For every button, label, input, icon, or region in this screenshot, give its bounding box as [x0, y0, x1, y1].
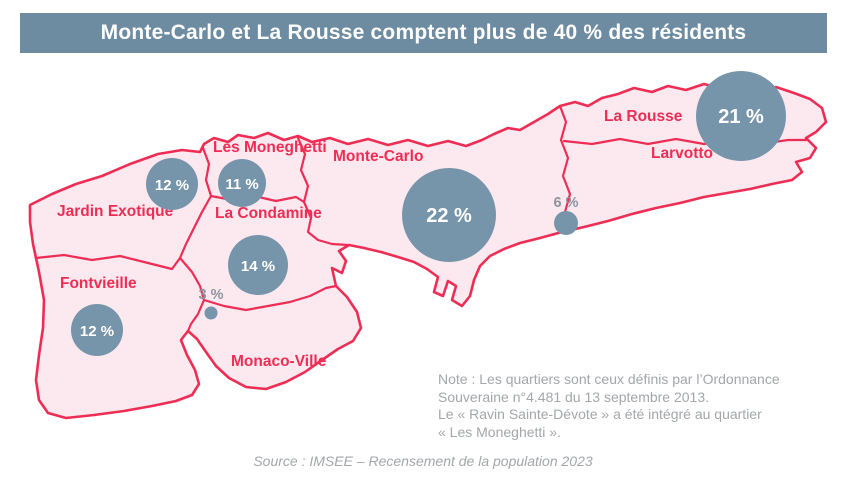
bubble-value-les-moneghetti: 11 %	[225, 176, 258, 193]
note-line: Le « Ravin Sainte-Dévote » a été intégré…	[438, 406, 762, 422]
bubble-les-moneghetti	[218, 159, 266, 207]
bubble-value-la-condamine: 14 %	[241, 258, 275, 275]
map-note: Note : Les quartiers sont ceux définis p…	[438, 371, 838, 441]
bubble-value-larvotto: 6 %	[554, 195, 579, 211]
district-label-larvotto: Larvotto	[651, 145, 713, 162]
bubble-monaco-ville	[204, 306, 218, 320]
bubble-value-fontvieille: 12 %	[80, 323, 114, 340]
district-label-fontvieille: Fontvieille	[60, 275, 137, 292]
bubble-larvotto	[554, 211, 578, 235]
page-title: Monte-Carlo et La Rousse comptent plus d…	[100, 21, 747, 44]
bubble-la-rousse	[696, 71, 786, 161]
population-bubbles: 12 % 11 % 22 % 14 % 12 % 3 % 21 % 6 %	[71, 71, 786, 356]
district-label-monaco-ville: Monaco-Ville	[231, 353, 327, 370]
bubble-value-monte-carlo: 22 %	[426, 205, 472, 227]
bubble-fontvieille	[71, 304, 123, 356]
district-label-la-condamine: La Condamine	[215, 205, 322, 222]
note-line: Note : Les quartiers sont ceux définis p…	[438, 371, 780, 387]
district-label-jardin-exotique: Jardin Exotique	[57, 203, 174, 220]
bubble-value-jardin-exotique: 12 %	[155, 177, 189, 194]
district-label-les-moneghetti: Les Moneghetti	[213, 139, 327, 156]
note-line: « Les Moneghetti ».	[438, 423, 561, 440]
bubble-value-la-rousse: 21 %	[718, 106, 764, 128]
district-label-monte-carlo: Monte-Carlo	[333, 148, 423, 165]
source-caption: Source : IMSEE – Recensement de la popul…	[253, 453, 593, 469]
bubble-jardin-exotique	[146, 158, 198, 210]
title-banner: Monte-Carlo et La Rousse comptent plus d…	[20, 13, 827, 53]
note-line: Souveraine n°4.481 du 13 septembre 2013.	[438, 388, 710, 405]
bubble-monte-carlo	[402, 168, 496, 262]
district-label-la-rousse: La Rousse	[604, 108, 683, 125]
district-borders	[34, 104, 810, 333]
district-labels: Jardin Exotique Les Moneghetti Monte-Car…	[57, 108, 713, 370]
bubble-value-monaco-ville: 3 %	[199, 287, 224, 303]
bubble-la-condamine	[228, 235, 288, 295]
